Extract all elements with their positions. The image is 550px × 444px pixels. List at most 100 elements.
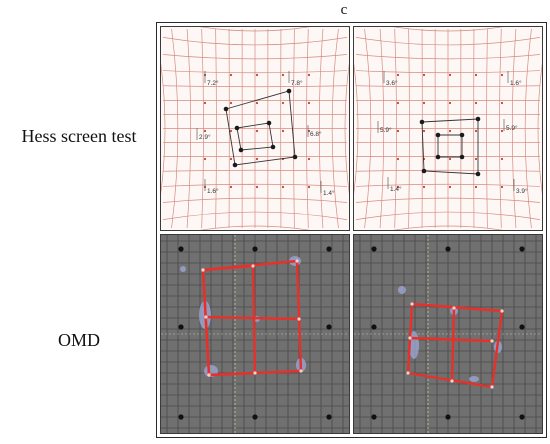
hess-plot-point [270,144,276,150]
hess-field-dot [281,185,285,189]
hess-deviation-label: 6.8° [310,130,322,138]
hess-deviation-label: 1.4° [390,185,402,193]
hess-field-dot [229,101,233,105]
hess-deviation-label: 7.8° [291,79,303,87]
hess-deviation-label: 3.6° [386,79,398,87]
hess-plot-point [292,154,298,160]
hess-plot-point [435,132,441,138]
hess-grid-line [355,183,541,187]
omd-trace-point [295,259,299,263]
hess-plot-point [475,171,481,177]
hess-plot-point [435,154,441,160]
hess-plot-point [238,147,244,153]
hess-deviation-label: 7.2° [207,79,219,87]
hess-left-chart: 7.2° 7.8° 2.9° 6.8° 1.6° 1.4° [161,27,349,230]
hess-field-dot [229,73,233,77]
hess-deviation-label: 1.4° [323,189,335,197]
omd-reference-dot [178,414,184,420]
hess-field-dot [474,185,478,189]
hess-field-dot [229,185,233,189]
omd-trace-point [201,268,205,272]
omd-reference-dot [252,246,258,252]
hess-field-dot [281,73,285,77]
hess-plot-point [223,106,229,112]
hess-deviation-label: 5.9° [380,126,392,134]
hess-grid-line [355,70,541,74]
omd-trace-point [253,371,257,375]
hess-field-dot [422,185,426,189]
hess-field-dot [229,129,233,133]
omd-reference-dot [371,324,377,330]
hess-field-dot [255,157,259,161]
omd-reference-dot [371,414,377,420]
omd-left-panel [160,234,350,434]
hess-grid-line [199,225,311,230]
hess-field-dot [448,101,452,105]
figure-frame: 7.2° 7.8° 2.9° 6.8° 1.6° 1.4° 3.6° 1.6° 5.9° 5.9… [156,22,547,438]
hess-field-dot [229,157,233,161]
hess-field-dot [307,129,311,133]
omd-trace-blob [469,376,479,382]
hess-grid-line [392,225,504,230]
hess-deviation-label: 5.9° [506,124,518,132]
hess-plot-point [421,168,427,174]
hess-field-dot [255,129,259,133]
omd-trace-point [500,309,504,313]
omd-left-chart [161,235,349,433]
omd-right-chart [354,235,542,433]
hess-right-panel: 3.6° 1.6° 5.9° 5.9° 1.4° 3.9° [353,26,543,231]
hess-grid-line [162,85,348,88]
omd-reference-dot [326,414,332,420]
hess-grid-line [162,169,348,172]
hess-field-dot [203,129,207,133]
hess-left-panel: 7.2° 7.8° 2.9° 6.8° 1.6° 1.4° [160,26,350,231]
hess-field-dot [448,129,452,133]
hess-right-chart: 3.6° 1.6° 5.9° 5.9° 1.4° 3.9° [354,27,542,230]
hess-plot-point [286,88,292,94]
hess-field-dot [500,185,504,189]
hess-field-dot [474,101,478,105]
hess-grid-line [199,27,311,32]
hess-grid-line [355,211,541,220]
hess-field-dot [307,185,311,189]
hess-grid-line [162,54,348,60]
omd-trace-point [207,373,211,377]
omd-reference-dot [445,414,451,420]
hess-grid-line [162,197,348,203]
hess-field-dot [474,157,478,161]
omd-reference-dot [252,414,258,420]
hess-plot-point [459,132,465,138]
hess-field-dot [307,73,311,77]
hess-plot-point [459,154,465,160]
omd-reference-dot [178,324,184,330]
hess-row-label: Hess screen test [21,126,137,146]
hess-field-dot [255,185,259,189]
omd-trace-point [450,379,454,383]
omd-trace-point [410,302,414,306]
hess-grid-line [355,169,541,172]
hess-field-dot [281,129,285,133]
hess-plot-point [266,120,272,126]
omd-trace-point [408,336,412,340]
hess-deviation-label: 1.6° [207,187,219,195]
omd-right-panel [353,234,543,434]
omd-reference-dot [326,324,332,330]
hess-grid-line [162,183,348,187]
omd-trace-blob [180,266,186,272]
hess-field-dot [396,157,400,161]
omd-reference-dot [519,414,525,420]
omd-trace-point [406,371,410,375]
hess-field-dot [500,101,504,105]
hess-field-dot [307,101,311,105]
omd-reference-dot [371,246,377,252]
hess-grid-line [162,37,348,46]
hess-grid-line [355,85,541,88]
hess-field-dot [203,101,207,105]
hess-plot-point [234,125,240,131]
hess-field-dot [448,157,452,161]
hess-plot-point [232,162,238,168]
hess-field-dot [500,129,504,133]
omd-trace-blob [398,286,406,294]
hess-field-dot [255,101,259,105]
hess-deviation-label: 1.6° [510,79,522,87]
